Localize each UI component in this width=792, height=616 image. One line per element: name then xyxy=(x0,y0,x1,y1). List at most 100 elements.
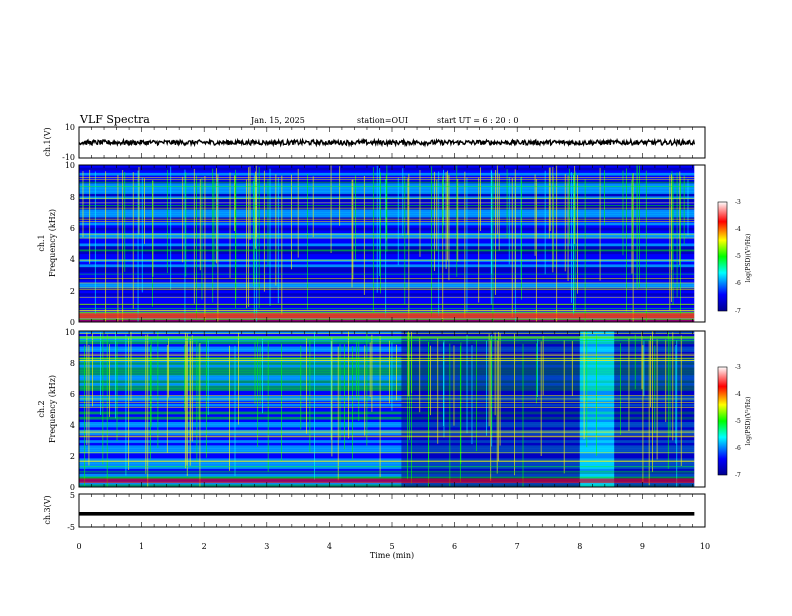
ch1-spec-narrowband xyxy=(79,312,695,313)
ch1-spec-streak xyxy=(626,168,627,312)
ch3-waveform-trace xyxy=(79,512,695,516)
ch1-spec-streak xyxy=(297,168,299,258)
ch2-spec-streak xyxy=(84,345,86,486)
ch1-spec-streak xyxy=(574,165,576,244)
ch1-spec-streak xyxy=(639,165,640,288)
ch2-spec-streak xyxy=(125,334,127,476)
ch2-spec-streak xyxy=(443,342,444,426)
ch1-spec-band xyxy=(79,316,695,320)
ch1-spec-streak xyxy=(632,173,634,322)
ch1-spec-streak xyxy=(544,170,546,275)
ch1-spec-streak xyxy=(372,167,374,313)
time-tick-label-2: 2 xyxy=(202,542,207,551)
ch1-spec-streak xyxy=(599,167,601,281)
ch1-spec-streak xyxy=(402,168,404,236)
ch2-spec-streak xyxy=(149,345,151,460)
ch2-spec-band xyxy=(79,333,695,337)
ch1-spec-streak xyxy=(363,175,365,295)
ch2-spec-streak xyxy=(643,340,645,397)
ch1-spec-streak xyxy=(431,166,432,317)
ch1-spec-narrowband xyxy=(79,233,695,235)
ch2-spec-streak xyxy=(86,332,88,446)
time-tick-label-8: 8 xyxy=(577,542,582,551)
ch2-spec-band xyxy=(79,411,695,415)
ch2-spec-streak xyxy=(675,345,677,444)
ch1-spec-streak xyxy=(201,177,203,300)
ch1-spec-band xyxy=(79,267,695,270)
ch2-spec-streak xyxy=(488,334,490,427)
ch2-spec-band xyxy=(79,390,695,394)
ch2-spec-streak xyxy=(150,337,152,427)
ch2-spec-streak xyxy=(499,333,501,446)
ch1-spec-streak xyxy=(498,173,500,251)
ch2-spec-streak xyxy=(648,339,650,486)
ch1-spec-streak xyxy=(122,170,124,322)
header-start-ut: start UT = 6 : 20 : 0 xyxy=(437,116,518,125)
ch2-spec-band xyxy=(79,448,695,451)
ch2-spec-streak xyxy=(186,333,188,476)
ch1-spec-streak xyxy=(506,169,508,239)
ch1-spec-streak xyxy=(564,173,566,272)
ch1-spec-streak xyxy=(252,180,254,286)
ch1-spec-streak xyxy=(182,176,184,263)
ch1-spec-streak xyxy=(672,176,674,306)
ch1-spec-streak xyxy=(255,165,257,238)
ch2-spec-streak xyxy=(437,338,439,444)
ch2-spec-band xyxy=(79,367,695,371)
ch1-spec-band xyxy=(79,269,695,273)
ch1-spec-streak xyxy=(464,171,466,318)
ch2-spec-streak xyxy=(128,337,130,470)
ch1-spec-band xyxy=(79,301,695,304)
ch2-spec-streak xyxy=(331,337,333,457)
ch2-spec-streak xyxy=(459,346,461,483)
ch1-spec-streak xyxy=(683,175,685,245)
ch1-spec-narrowband xyxy=(79,296,695,298)
ch2-spec-streak xyxy=(430,345,431,416)
ch1-colorbar-label: log(PSD)(V²/Hz) xyxy=(745,234,752,283)
ch2-spec-band xyxy=(79,409,695,412)
ch1-colorbar-tick--6: -6 xyxy=(735,280,741,287)
ch2-spec-streak xyxy=(428,342,430,487)
ch3-waveform-trace-line xyxy=(79,512,695,516)
ch2-spec-streak xyxy=(157,331,159,449)
ch2-spec-streak xyxy=(586,331,588,448)
ch2-spec-streak xyxy=(147,334,149,487)
ch1-spec-streak xyxy=(571,172,572,303)
ch1-spec-streak xyxy=(82,171,84,238)
ch2-spec-band xyxy=(79,331,695,334)
ch2-spec-low-freq-band xyxy=(79,478,695,484)
ch2-ytick-10: 10 xyxy=(65,328,75,337)
ch2-spec-streak xyxy=(654,345,656,434)
ch1-spec-streak xyxy=(511,178,513,317)
ch2-spec-streak xyxy=(191,335,193,442)
ch1-spec-streak xyxy=(124,172,126,272)
ch2-colorbar-tick--3: -3 xyxy=(735,364,741,371)
ch2-spec-band xyxy=(79,383,695,386)
ch2-spec-streak xyxy=(634,334,636,390)
ch1-spec-streak xyxy=(281,175,283,316)
ch2-spec-streak xyxy=(348,331,349,439)
ch1-ytick-6: 6 xyxy=(70,224,75,233)
time-axis-ticks xyxy=(78,127,706,527)
ch2-spec-streak xyxy=(199,343,201,487)
ch1-spec-streak xyxy=(204,175,206,322)
ch1-waveform-ylabel: ch.1(V) xyxy=(43,127,52,156)
ch2-spec-band xyxy=(79,468,695,472)
ch1-spec-streak xyxy=(385,173,387,241)
ch2-spec-streak xyxy=(88,344,90,466)
ch1-spec-band xyxy=(79,280,695,284)
ch1-spec-streak xyxy=(217,177,218,260)
ch2-spec-band xyxy=(79,341,695,345)
ch1-spec-streak xyxy=(404,176,406,305)
time-tick-label-5: 5 xyxy=(389,542,394,551)
time-tick-label-10: 10 xyxy=(700,542,710,551)
ch1-spec-streak xyxy=(676,172,678,298)
time-axis-labels: 0 1 2 3 4 5 6 7 8 9 10 xyxy=(76,542,710,551)
ch2-colorbar: -3 -4 -5 -6 -7 log(PSD)(V²/Hz) xyxy=(717,364,752,479)
ch1-spec-streak xyxy=(604,170,605,226)
ch2-ytick-8: 8 xyxy=(70,359,75,368)
ch2-spec-streak xyxy=(259,344,261,405)
ch2-spec-narrowband xyxy=(79,358,695,359)
ch2-spec-band xyxy=(79,455,695,459)
ch2-spec-streak xyxy=(486,340,487,436)
